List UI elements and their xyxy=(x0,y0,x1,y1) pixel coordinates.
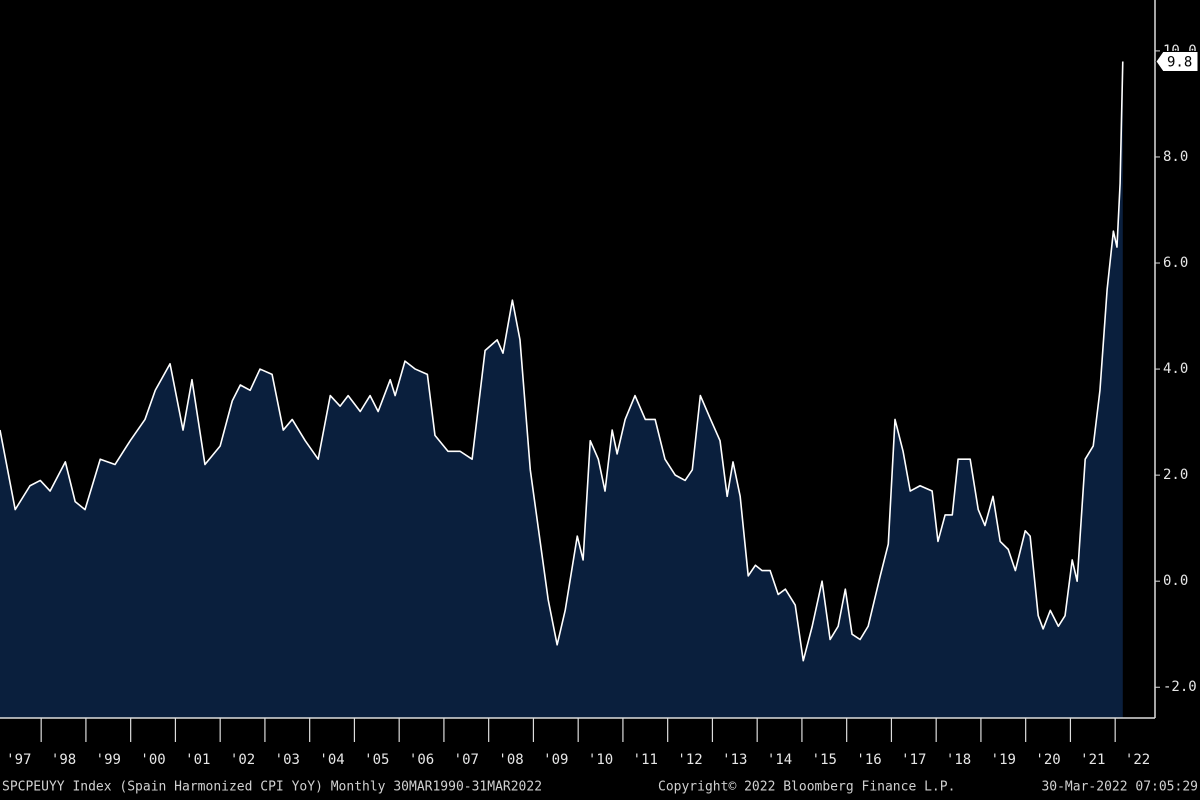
x-tick-label: '99 xyxy=(96,752,121,768)
footer-copyright: Copyright© 2022 Bloomberg Finance L.P. xyxy=(658,780,955,795)
x-tick-label: '20 xyxy=(1035,752,1060,768)
x-tick-label: '13 xyxy=(722,752,747,768)
line xyxy=(0,61,1124,662)
footer-timestamp: 30-Mar-2022 07:05:29 xyxy=(1041,780,1198,795)
y-tick-label: -2.0 xyxy=(1163,679,1197,695)
y-tick-label: 2.0 xyxy=(1163,467,1188,483)
x-tick-label: '98 xyxy=(51,752,76,768)
plot-area xyxy=(0,61,1124,718)
x-tick-label: '15 xyxy=(812,752,837,768)
x-tick-label: '08 xyxy=(498,752,523,768)
x-tick-label: '10 xyxy=(588,752,613,768)
last-value-tag xyxy=(1155,51,1199,73)
area xyxy=(0,61,1123,718)
x-tick-label: '01 xyxy=(185,752,210,768)
x-tick-label: '00 xyxy=(140,752,165,768)
x-tick-label: '11 xyxy=(633,752,658,768)
x-tick-label: '12 xyxy=(677,752,702,768)
x-tick-label: '97 xyxy=(6,752,31,768)
x-tick-label: '04 xyxy=(319,752,344,768)
x-tick-label: '14 xyxy=(767,752,792,768)
x-tick-label: '19 xyxy=(991,752,1016,768)
x-tick-label: '17 xyxy=(901,752,926,768)
y-tick-label: 8.0 xyxy=(1163,149,1188,165)
y-tick-label: 6.0 xyxy=(1163,255,1188,271)
y-tick-label: 0.0 xyxy=(1163,573,1188,589)
x-tick-label: '06 xyxy=(409,752,434,768)
x-tick-label: '21 xyxy=(1080,752,1105,768)
x-tick-label: '09 xyxy=(543,752,568,768)
x-tick-label: '05 xyxy=(364,752,389,768)
x-tick-label: '03 xyxy=(275,752,300,768)
last-value-label: 9.8 xyxy=(1167,55,1192,71)
x-tick-label: '18 xyxy=(946,752,971,768)
x-tick-label: '22 xyxy=(1125,752,1150,768)
y-tick-label: 4.0 xyxy=(1163,361,1188,377)
x-tick-label: '02 xyxy=(230,752,255,768)
x-tick-label: '07 xyxy=(454,752,479,768)
footer-source: SPCPEUYY Index (Spain Harmonized CPI YoY… xyxy=(2,780,542,795)
x-tick-label: '16 xyxy=(856,752,881,768)
